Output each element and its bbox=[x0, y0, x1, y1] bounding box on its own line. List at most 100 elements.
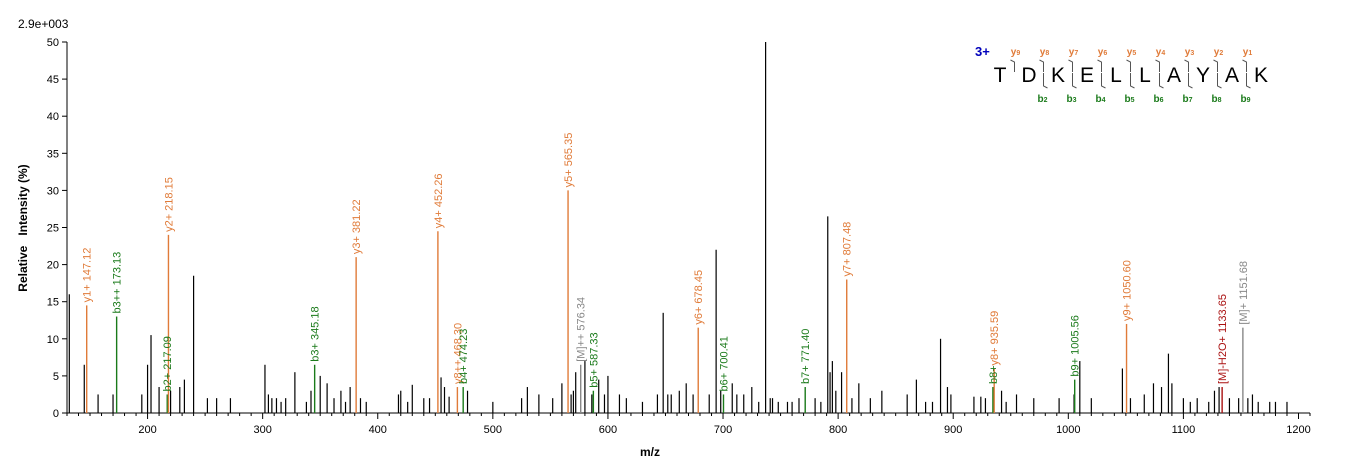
peak-label: b5+ 587.33 bbox=[588, 332, 600, 387]
b-ion-label: b2 bbox=[1037, 94, 1047, 105]
y-ion-label: y2 bbox=[1214, 47, 1224, 58]
b-ion-bracket bbox=[1130, 73, 1135, 89]
y-ion-bracket bbox=[1126, 59, 1131, 72]
sequence-residue: E bbox=[1080, 64, 1094, 87]
peak-label: y2+ 218.15 bbox=[163, 177, 175, 232]
sequence-residue: K bbox=[1051, 64, 1065, 87]
b-ion-number: 4 bbox=[1102, 97, 1106, 104]
y-ion-number: 2 bbox=[1219, 50, 1223, 57]
y-ion-bracket bbox=[1010, 59, 1015, 72]
y-ion-label: y4 bbox=[1156, 47, 1166, 58]
b-ion-number: 6 bbox=[1160, 97, 1164, 104]
y-tick-label-0: 0 bbox=[53, 408, 59, 420]
peak-label: y8+ 935.59 bbox=[989, 311, 1001, 366]
x-tick-label-1000: 1000 bbox=[1056, 424, 1080, 436]
y-tick-label-10: 10 bbox=[47, 334, 59, 346]
y-ion-label: y5 bbox=[1127, 47, 1137, 58]
peak-label: b7+ 771.40 bbox=[800, 329, 812, 384]
b-ion-bracket bbox=[1043, 73, 1048, 89]
sequence-residue: A bbox=[1225, 64, 1239, 87]
sequence-residue: L bbox=[1139, 64, 1151, 87]
y-tick-label-45: 45 bbox=[47, 74, 59, 86]
sequence-residue: A bbox=[1167, 64, 1181, 87]
x-tick-label-1100: 1100 bbox=[1172, 424, 1196, 436]
y-tick-label-35: 35 bbox=[47, 148, 59, 160]
x-tick-label-600: 600 bbox=[599, 424, 617, 436]
b-ion-label: b8 bbox=[1211, 94, 1221, 105]
y-ion-bracket bbox=[1097, 59, 1102, 72]
y-ion-label: y1 bbox=[1243, 47, 1253, 58]
y-ion-label: y6 bbox=[1098, 47, 1108, 58]
max-intensity-label: 2.9e+003 bbox=[18, 17, 69, 31]
peak-label: y7+ 807.48 bbox=[842, 222, 854, 277]
y-ion-bracket bbox=[1068, 59, 1073, 72]
y-ion-number: 6 bbox=[1103, 50, 1107, 57]
y-ion-number: 5 bbox=[1132, 50, 1136, 57]
b-ion-number: 7 bbox=[1189, 97, 1193, 104]
peak-label: y3+ 381.22 bbox=[351, 199, 363, 254]
y-ion-bracket bbox=[1155, 59, 1160, 72]
y-ion-bracket bbox=[1213, 59, 1218, 72]
peak-label: b2+ 217.09 bbox=[162, 336, 174, 391]
y-tick-label-15: 15 bbox=[47, 297, 59, 309]
peak-label: b3+ 345.18 bbox=[310, 306, 322, 361]
y-axis-title: Relative Intensity (%) bbox=[16, 164, 30, 291]
peak-label: [M]+ 1151.68 bbox=[1238, 261, 1250, 325]
y-ion-number: 3 bbox=[1190, 50, 1194, 57]
peak-label: b4+ 474.23 bbox=[458, 329, 470, 384]
y-tick-label-30: 30 bbox=[47, 185, 59, 197]
peak-label: [M]++ 576.34 bbox=[576, 297, 588, 362]
x-tick-label-900: 900 bbox=[944, 424, 962, 436]
charge-state: 3+ bbox=[975, 44, 990, 59]
b-ion-bracket bbox=[1101, 73, 1106, 89]
peak-label: [M]-H2O+ 1133.65 bbox=[1217, 294, 1229, 384]
peak-label: y9+ 1050.60 bbox=[1122, 260, 1134, 321]
b-ion-bracket bbox=[1072, 73, 1077, 89]
sequence-residue: K bbox=[1254, 64, 1268, 87]
y-ion-label: y8 bbox=[1040, 47, 1050, 58]
x-tick-label-300: 300 bbox=[253, 424, 271, 436]
b-ion-number: 9 bbox=[1247, 97, 1251, 104]
b-ion-label: b5 bbox=[1124, 94, 1134, 105]
y-ion-number: 4 bbox=[1161, 50, 1165, 57]
peak-label: b9+ 1005.56 bbox=[1070, 315, 1082, 376]
y-ion-bracket bbox=[1184, 59, 1189, 72]
b-ion-label: b9 bbox=[1240, 94, 1250, 105]
y-ion-bracket bbox=[1039, 59, 1044, 72]
b-ion-bracket bbox=[1246, 73, 1251, 89]
peak-label: y6+ 678.45 bbox=[693, 270, 705, 325]
sequence-residue: T bbox=[994, 64, 1007, 87]
b-ion-label: b4 bbox=[1095, 94, 1105, 105]
peak-label: b3++ 173.13 bbox=[112, 252, 124, 314]
y-ion-number: 7 bbox=[1074, 50, 1078, 57]
y-tick-label-40: 40 bbox=[47, 111, 59, 123]
y-ion-label: y7 bbox=[1069, 47, 1079, 58]
b-ion-label: b6 bbox=[1153, 94, 1163, 105]
b-ion-label: b3 bbox=[1066, 94, 1076, 105]
x-tick-label-1200: 1200 bbox=[1286, 424, 1310, 436]
y-ion-number: 8 bbox=[1045, 50, 1049, 57]
peak-label: y5+ 565.35 bbox=[563, 133, 575, 188]
sequence-residue: L bbox=[1110, 64, 1122, 87]
y-tick-label-50: 50 bbox=[47, 37, 59, 49]
y-ion-bracket bbox=[1242, 59, 1247, 72]
b-ion-bracket bbox=[1159, 73, 1164, 89]
y-tick-label-25: 25 bbox=[47, 223, 59, 235]
peak-label: y1+ 147.12 bbox=[82, 248, 94, 303]
peak-label: y8++ 468.30 bbox=[452, 323, 464, 384]
b-ion-label: b7 bbox=[1182, 94, 1192, 105]
x-tick-label-800: 800 bbox=[829, 424, 847, 436]
y-ion-number: 9 bbox=[1016, 50, 1020, 57]
b-ion-bracket bbox=[1188, 73, 1193, 89]
x-tick-label-200: 200 bbox=[138, 424, 156, 436]
peak-labels-group: y1+ 147.12 b3++ 173.13 b2+ 217.09 y2+ 218.1… bbox=[82, 133, 1250, 392]
y-ion-label: y3 bbox=[1185, 47, 1195, 58]
y-ion-label: y9 bbox=[1011, 47, 1021, 58]
sequence-residue: Y bbox=[1196, 64, 1210, 87]
x-tick-label-500: 500 bbox=[484, 424, 502, 436]
x-tick-label-700: 700 bbox=[714, 424, 732, 436]
y-tick-label-20: 20 bbox=[47, 260, 59, 272]
